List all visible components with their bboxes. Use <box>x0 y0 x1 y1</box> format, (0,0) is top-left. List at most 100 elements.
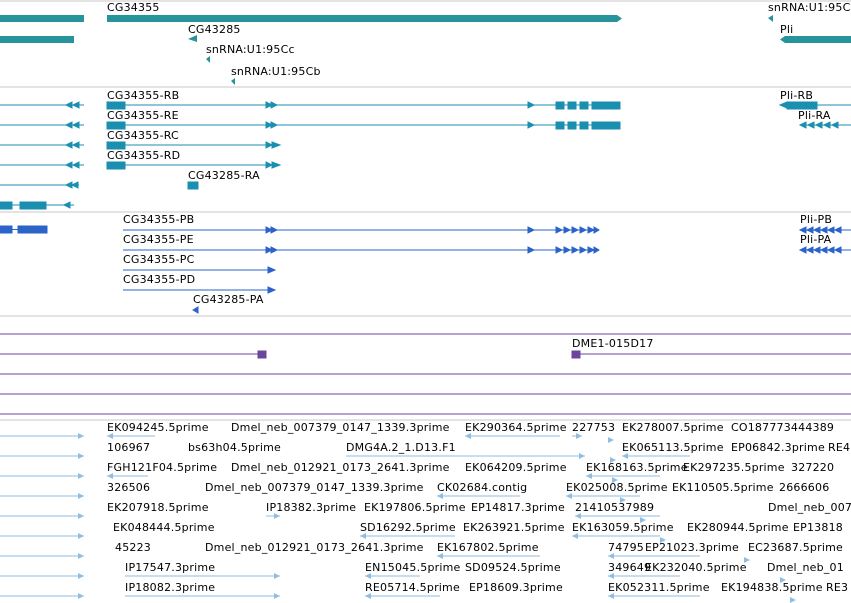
gene-bar-left[interactable] <box>0 15 84 22</box>
est-label[interactable]: EK052311.5prime <box>608 581 710 594</box>
est-label[interactable]: 326506 <box>107 481 151 494</box>
est-label[interactable]: 21410537989 <box>575 501 655 514</box>
transcript-label-CG34355-RE[interactable]: CG34355-RE <box>107 109 179 122</box>
est-feature-arrow <box>780 577 786 583</box>
est-feature-arrow <box>107 433 113 439</box>
est-label[interactable]: EK278007.5prime <box>622 421 724 434</box>
est-label[interactable]: EK110505.5prime <box>672 481 774 494</box>
est-label[interactable]: EP13818 <box>793 521 843 534</box>
est-feature-arrow <box>78 593 84 599</box>
est-label[interactable]: bs63h04.5prime <box>188 441 282 454</box>
protein-label-CG34355-PC[interactable]: CG34355-PC <box>123 253 195 266</box>
est-feature-arrow <box>78 513 84 519</box>
est-feature-arrow <box>78 533 84 539</box>
est-label[interactable]: Dmel_neb_007379_0147_1339.3prime <box>231 421 450 434</box>
est-feature-arrow <box>608 437 614 443</box>
transcript-label-Pli-RA[interactable]: Pli-RA <box>798 109 831 122</box>
gene-arrow-snRNA-95Ca[interactable] <box>768 15 773 22</box>
est-label[interactable]: EK167802.5prime <box>437 541 539 554</box>
est-label[interactable]: EK263921.5prime <box>463 521 565 534</box>
protein-label-CG34355-PB[interactable]: CG34355-PB <box>123 213 195 226</box>
est-label[interactable]: 106967 <box>107 441 151 454</box>
est-label[interactable]: 45223 <box>115 541 151 554</box>
est-label[interactable]: EK197806.5prime <box>364 501 466 514</box>
est-label[interactable]: Dmel_neb_007 <box>768 501 851 514</box>
gene-bar-Pli[interactable] <box>785 36 851 43</box>
est-label[interactable]: CK02684.contig <box>437 481 528 494</box>
est-label[interactable]: EK163059.5prime <box>572 521 674 534</box>
est-label[interactable]: RE3 <box>826 581 849 594</box>
protein-label-CG34355-PD[interactable]: CG34355-PD <box>123 273 196 286</box>
gene-bar-CG34355[interactable] <box>107 15 617 22</box>
est-feature-arrow <box>608 553 614 559</box>
est-label[interactable]: EK207918.5prime <box>107 501 209 514</box>
est-label[interactable]: IP17547.3prime <box>125 561 216 574</box>
est-label[interactable]: 74795 <box>608 541 644 554</box>
est-label[interactable]: EK064209.5prime <box>465 461 567 474</box>
est-feature-arrow <box>78 433 84 439</box>
protein-label-Pli-PA[interactable]: Pli-PA <box>800 233 832 246</box>
clone-label-DME1-015D17[interactable]: DME1-015D17 <box>572 337 654 350</box>
est-label[interactable]: EK168163.5prime <box>586 461 688 474</box>
gene-label-CG34355[interactable]: CG34355 <box>107 1 160 14</box>
est-label[interactable]: EP14817.3prime <box>471 501 565 514</box>
est-label[interactable]: 327220 <box>791 461 835 474</box>
est-label[interactable]: EK297235.5prime <box>683 461 785 474</box>
est-feature-arrow <box>612 477 618 483</box>
transcript-label-CG43285-RA[interactable]: CG43285-RA <box>188 169 260 182</box>
est-feature-arrow <box>437 493 443 499</box>
est-label[interactable]: Dmel_neb_012921_0173_2641.3prime <box>205 541 424 554</box>
transcript-label-CG34355-RD[interactable]: CG34355-RD <box>107 149 181 162</box>
est-label[interactable]: Dmel_neb_012921_0173_2641.3prime <box>231 461 450 474</box>
protein-label-CG43285-PA[interactable]: CG43285-PA <box>193 293 264 306</box>
est-label[interactable]: EN15045.5prime <box>365 561 461 574</box>
est-label[interactable]: 2666606 <box>779 481 830 494</box>
est-label[interactable]: EK065113.5prime <box>622 441 724 454</box>
protein-label-CG34355-PE[interactable]: CG34355-PE <box>123 233 194 246</box>
est-label[interactable]: EK094245.5prime <box>107 421 209 434</box>
gene-label-snRNA-95Cb[interactable]: snRNA:U1:95Cb <box>231 65 321 78</box>
est-label[interactable]: EC23687.5prime <box>748 541 843 554</box>
gene-arrow-snRNA-95Cb[interactable] <box>231 78 235 85</box>
gene-arrow-snRNA-95Cc[interactable] <box>206 56 210 63</box>
est-feature-arrow <box>360 533 366 539</box>
est-label[interactable]: EP18609.3prime <box>469 581 563 594</box>
est-label[interactable]: Dmel_neb_01 <box>767 561 844 574</box>
est-label[interactable]: DMG4A.2_1.D13.F1 <box>346 441 456 454</box>
est-label[interactable]: FGH121F04.5prime <box>107 461 218 474</box>
protein-label-Pli-PB[interactable]: Pli-PB <box>800 213 833 226</box>
gene-label-Pli[interactable]: Pli <box>780 23 794 36</box>
est-label[interactable]: SD09524.5prime <box>465 561 561 574</box>
gene-bar-left-2[interactable] <box>0 36 74 43</box>
est-label[interactable]: 349649 <box>608 561 652 574</box>
gene-label-CG43285[interactable]: CG43285 <box>188 23 241 36</box>
est-label[interactable]: EK290364.5prime <box>465 421 567 434</box>
est-label[interactable]: RE05714.5prime <box>365 581 460 594</box>
gene-arrow-CG43285[interactable] <box>188 35 197 42</box>
est-label[interactable]: RE4 <box>828 441 851 454</box>
est-label[interactable]: IP18382.3prime <box>266 501 357 514</box>
est-label[interactable]: EP21023.3prime <box>645 541 739 554</box>
est-feature-arrow <box>640 517 646 523</box>
est-label[interactable]: IP18082.3prime <box>125 581 216 594</box>
est-label[interactable]: EK232040.5prime <box>645 561 747 574</box>
gene-label-snRNA-95Ca[interactable]: snRNA:U1:95Ca <box>768 1 851 14</box>
est-feature-arrow <box>610 457 616 463</box>
gene-label-snRNA-95Cc[interactable]: snRNA:U1:95Cc <box>206 43 295 56</box>
est-label[interactable]: EK048444.5prime <box>113 521 215 534</box>
est-label[interactable]: CO187773444389 <box>731 421 835 434</box>
est-label[interactable]: EK194838.5prime <box>721 581 823 594</box>
transcript-label-CG34355-RB[interactable]: CG34355-RB <box>107 89 180 102</box>
est-label[interactable]: 227753 <box>572 421 616 434</box>
est-label[interactable]: EK025008.5prime <box>566 481 668 494</box>
transcript-label-Pli-RB[interactable]: Pli-RB <box>780 89 814 102</box>
est-label[interactable]: EP06842.3prime <box>731 441 825 454</box>
est-feature-arrow <box>575 513 581 519</box>
est-label[interactable]: SD16292.5prime <box>360 521 456 534</box>
est-label[interactable]: Dmel_neb_007379_0147_1339.3prime <box>205 481 424 494</box>
est-feature-arrow <box>107 473 113 479</box>
est-label[interactable]: EK280944.5prime <box>687 521 789 534</box>
est-feature-arrow <box>365 593 371 599</box>
transcript-label-CG34355-RC[interactable]: CG34355-RC <box>107 129 179 142</box>
